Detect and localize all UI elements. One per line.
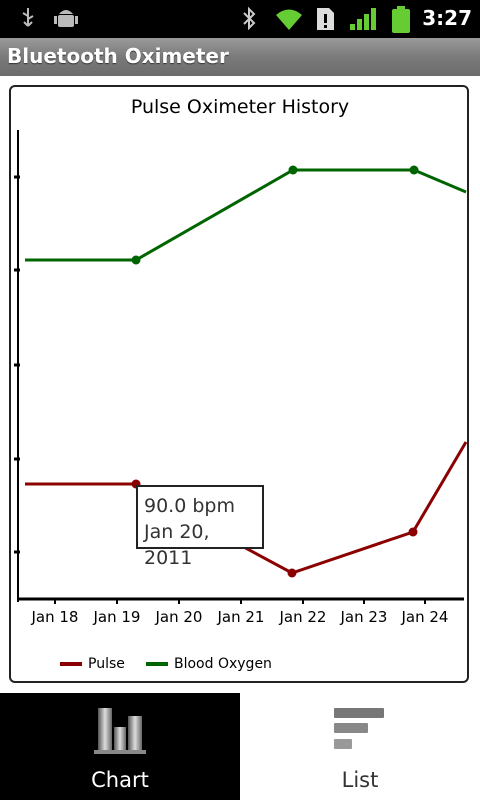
line-chart[interactable]: Jan 18 Jan 19 Jan 20 Jan 21 Jan 22 Jan 23 Jan … xyxy=(0,76,480,693)
chart-panel xyxy=(0,76,480,693)
legend-label-pulse: Pulse xyxy=(88,656,125,672)
legend-label-blood-oxygen: Blood Oxygen xyxy=(174,656,272,672)
x-tick-label: Jan 18 xyxy=(31,608,79,626)
app-title: Bluetooth Oximeter xyxy=(7,44,229,68)
usb-icon xyxy=(22,8,34,27)
legend-item-pulse: Pulse xyxy=(60,656,125,672)
x-tick-label: Jan 23 xyxy=(340,608,388,626)
chart-card xyxy=(9,85,469,683)
signal-icon xyxy=(350,8,376,30)
tab-chart[interactable]: Chart xyxy=(0,693,240,800)
data-tooltip: 90.0 bpm Jan 20, 2011 xyxy=(136,485,264,569)
x-tick-label: Jan 22 xyxy=(279,608,327,626)
bar-chart-icon xyxy=(94,708,146,754)
x-tick-label: Jan 20 xyxy=(155,608,203,626)
tab-list-label: List xyxy=(341,768,379,792)
tab-list[interactable]: List xyxy=(240,693,480,800)
sim-alert-icon xyxy=(317,8,334,30)
x-tick-label: Jan 24 xyxy=(401,608,449,626)
series-line-pulse xyxy=(25,441,468,575)
chart-title: Pulse Oximeter History xyxy=(130,96,350,118)
data-point-pulse[interactable] xyxy=(408,527,418,537)
tooltip-value: 90.0 bpm xyxy=(144,495,235,517)
clock: 3:27 xyxy=(422,6,472,30)
legend-item-blood-oxygen: Blood Oxygen xyxy=(146,656,272,672)
legend-swatch-blood-oxygen xyxy=(146,662,168,666)
legend-swatch-pulse xyxy=(60,662,82,666)
tooltip-date: Jan 20, 2011 xyxy=(144,521,210,569)
list-icon xyxy=(334,708,384,749)
x-tick-label: Jan 21 xyxy=(217,608,265,626)
battery-icon xyxy=(392,6,410,33)
data-point-blood-oxygen[interactable] xyxy=(288,165,298,175)
data-point-blood-oxygen[interactable] xyxy=(131,255,141,265)
app-title-bar: Bluetooth Oximeter xyxy=(0,38,480,76)
wifi-icon xyxy=(276,9,302,30)
status-bar: 3:27 xyxy=(0,0,480,38)
data-point-pulse[interactable] xyxy=(287,568,297,578)
bluetooth-icon xyxy=(243,6,256,31)
x-tick-label: Jan 19 xyxy=(93,608,141,626)
android-debug-icon xyxy=(54,10,78,27)
tab-chart-label: Chart xyxy=(91,768,149,792)
bottom-tab-bar: Chart List xyxy=(0,693,480,800)
series-line-blood-oxygen xyxy=(25,168,467,262)
data-point-blood-oxygen[interactable] xyxy=(409,165,419,175)
